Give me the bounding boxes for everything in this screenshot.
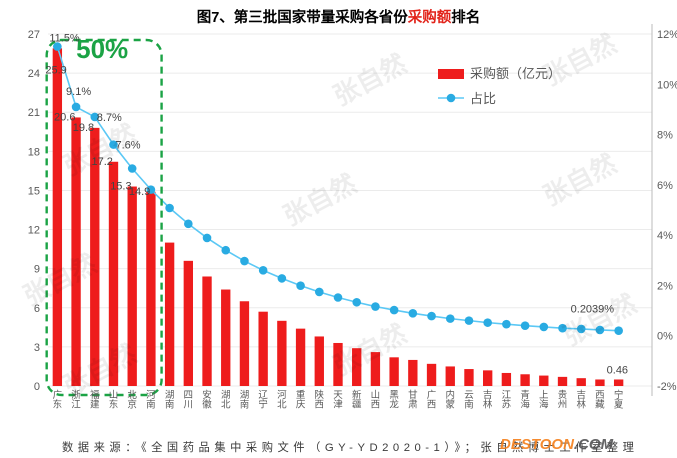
svg-text:东: 东 xyxy=(109,399,119,411)
svg-text:龙: 龙 xyxy=(389,399,399,411)
svg-text:南: 南 xyxy=(146,399,156,411)
svg-text:8%: 8% xyxy=(657,130,673,142)
svg-text:夏: 夏 xyxy=(614,400,624,411)
svg-text:15: 15 xyxy=(28,185,40,197)
svg-text:川: 川 xyxy=(184,400,194,411)
svg-text:南: 南 xyxy=(165,399,175,411)
svg-text:10%: 10% xyxy=(657,79,677,91)
svg-text:0.46: 0.46 xyxy=(607,364,628,376)
svg-text:州: 州 xyxy=(558,400,568,411)
svg-text:东: 东 xyxy=(53,399,63,411)
svg-text:11.5%: 11.5% xyxy=(49,33,80,45)
svg-text:-2%: -2% xyxy=(657,381,677,393)
svg-text:西: 西 xyxy=(371,400,381,411)
svg-text:宁: 宁 xyxy=(258,399,268,411)
svg-text:蒙: 蒙 xyxy=(446,399,456,411)
svg-text:2%: 2% xyxy=(657,280,673,292)
svg-text:海: 海 xyxy=(520,399,530,411)
svg-text:苏: 苏 xyxy=(502,399,512,411)
svg-text:海: 海 xyxy=(539,399,549,411)
svg-text:南: 南 xyxy=(240,399,250,411)
svg-text:12%: 12% xyxy=(657,29,677,41)
svg-text:西: 西 xyxy=(315,400,325,411)
svg-text:疆: 疆 xyxy=(352,400,362,411)
svg-text:津: 津 xyxy=(333,400,343,411)
svg-text:21: 21 xyxy=(28,107,40,119)
svg-text:林: 林 xyxy=(576,399,586,411)
svg-text:占比: 占比 xyxy=(470,91,496,106)
svg-text:12: 12 xyxy=(28,225,40,237)
svg-text:徽: 徽 xyxy=(202,399,212,411)
svg-text:14.9: 14.9 xyxy=(129,186,150,198)
svg-text:林: 林 xyxy=(483,399,493,411)
svg-text:24: 24 xyxy=(28,68,40,80)
svg-text:9.1%: 9.1% xyxy=(66,86,91,98)
svg-text:0: 0 xyxy=(34,381,40,393)
svg-text:京: 京 xyxy=(127,399,137,411)
svg-text:北: 北 xyxy=(277,400,287,411)
svg-text:建: 建 xyxy=(90,399,100,411)
svg-text:27: 27 xyxy=(28,29,40,41)
svg-text:藏: 藏 xyxy=(595,399,605,411)
svg-text:6%: 6% xyxy=(657,180,673,192)
svg-text:西: 西 xyxy=(427,400,437,411)
svg-text:4%: 4% xyxy=(657,230,673,242)
svg-text:3: 3 xyxy=(34,342,40,354)
svg-text:18: 18 xyxy=(28,146,40,158)
svg-text:庆: 庆 xyxy=(296,399,306,411)
svg-text:25.9: 25.9 xyxy=(45,64,66,76)
svg-text:0%: 0% xyxy=(657,331,673,343)
svg-text:南: 南 xyxy=(464,399,474,411)
svg-text:肃: 肃 xyxy=(408,399,418,411)
svg-text:50%: 50% xyxy=(76,34,128,64)
svg-text:北: 北 xyxy=(221,400,231,411)
